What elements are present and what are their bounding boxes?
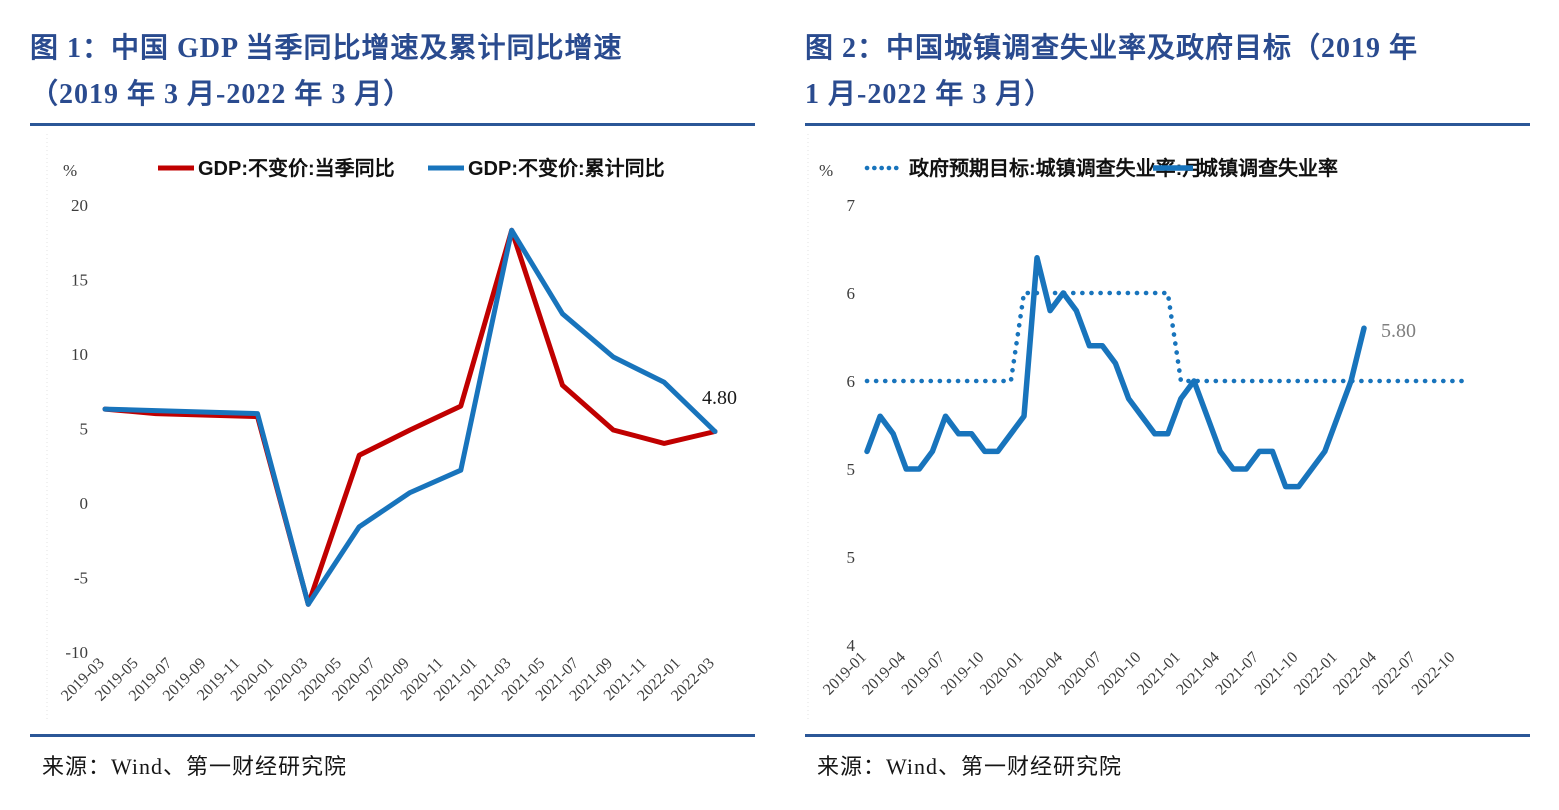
- figure-title-line1: 图 1：中国 GDP 当季同比增速及累计同比增速: [30, 33, 623, 64]
- x-tick-label: 2020-01: [977, 649, 1027, 699]
- y-tick-label: 10: [71, 345, 88, 364]
- x-tick-label: 2020-04: [1016, 649, 1066, 699]
- figure-title-line2: 1 月-2022 年 3 月）: [805, 79, 1054, 110]
- x-tick-label: 2022-01: [1291, 649, 1341, 699]
- gdp-growth-chart-canvas: %20151050-5-102019-032019-052019-072019-…: [46, 134, 737, 722]
- footer-divider: [805, 734, 1530, 737]
- x-tick-label: 2019-01: [820, 649, 870, 699]
- end-value-data-label: 5.80: [1381, 320, 1416, 342]
- gdp-cumulative-yoy-line: [102, 227, 718, 607]
- y-tick-label: -5: [74, 569, 88, 588]
- figure-title-line1: 图 2：中国城镇调查失业率及政府目标（2019 年: [805, 33, 1419, 64]
- end-value-data-label: 4.80: [702, 387, 737, 409]
- x-tick-label: 2019-04: [859, 649, 909, 699]
- y-axis-unit-label: %: [63, 161, 77, 180]
- x-tick-label: 2019-07: [899, 649, 949, 699]
- title-divider: [30, 123, 755, 126]
- y-tick-label: 15: [71, 271, 88, 290]
- y-tick-label: 5: [80, 420, 89, 439]
- x-tick-label: 2021-07: [1212, 649, 1262, 699]
- unemployment-chart-canvas: %7665542019-012019-042019-072019-102020-…: [807, 134, 1472, 722]
- figure-title: 图 2：中国城镇调查失业率及政府目标（2019 年 1 月-2022 年 3 月…: [805, 26, 1530, 118]
- government-target-dotted-line: [864, 290, 1472, 384]
- y-tick-label: -10: [65, 643, 88, 662]
- legend-label: GDP:不变价:当季同比: [198, 156, 395, 180]
- y-tick-label: 6: [847, 372, 856, 391]
- y-tick-label: 5: [847, 460, 856, 479]
- y-axis-unit-label: %: [819, 161, 833, 180]
- source-credit: 来源：Wind、第一财经研究院: [42, 754, 347, 779]
- title-divider: [805, 123, 1530, 126]
- legend-label: GDP:不变价:累计同比: [468, 156, 665, 180]
- x-tick-label: 2021-01: [1134, 649, 1184, 699]
- y-tick-label: 0: [80, 494, 89, 513]
- x-tick-label: 2022-07: [1369, 649, 1419, 699]
- x-tick-label: 2021-10: [1252, 649, 1302, 699]
- figure-title: 图 1：中国 GDP 当季同比增速及累计同比增速 （2019 年 3 月-202…: [30, 26, 755, 118]
- y-tick-label: 5: [847, 548, 856, 567]
- y-tick-label: 7: [847, 196, 856, 215]
- x-tick-label: 2020-10: [1095, 649, 1145, 699]
- x-tick-label: 2020-07: [1056, 649, 1106, 699]
- y-tick-label: 20: [71, 196, 88, 215]
- legend-label: 城镇调查失业率: [1198, 156, 1338, 180]
- gdp-quarterly-yoy-line: [102, 227, 718, 607]
- footer-divider: [30, 734, 755, 737]
- source-credit: 来源：Wind、第一财经研究院: [817, 754, 1122, 779]
- y-tick-label: 6: [847, 284, 856, 303]
- x-tick-label: 2022-10: [1409, 649, 1459, 699]
- figure-unemployment-rate: 图 2：中国城镇调查失业率及政府目标（2019 年 1 月-2022 年 3 月…: [805, 26, 1530, 781]
- figure-gdp-growth: 图 1：中国 GDP 当季同比增速及累计同比增速 （2019 年 3 月-202…: [30, 26, 755, 781]
- x-tick-label: 2021-04: [1173, 649, 1223, 699]
- x-tick-label: 2022-04: [1330, 649, 1380, 699]
- surveyed-unemployment-line: [864, 255, 1367, 490]
- figure-title-line2: （2019 年 3 月-2022 年 3 月）: [30, 79, 413, 110]
- y-tick-label: 4: [847, 636, 856, 655]
- x-tick-label: 2019-10: [938, 649, 988, 699]
